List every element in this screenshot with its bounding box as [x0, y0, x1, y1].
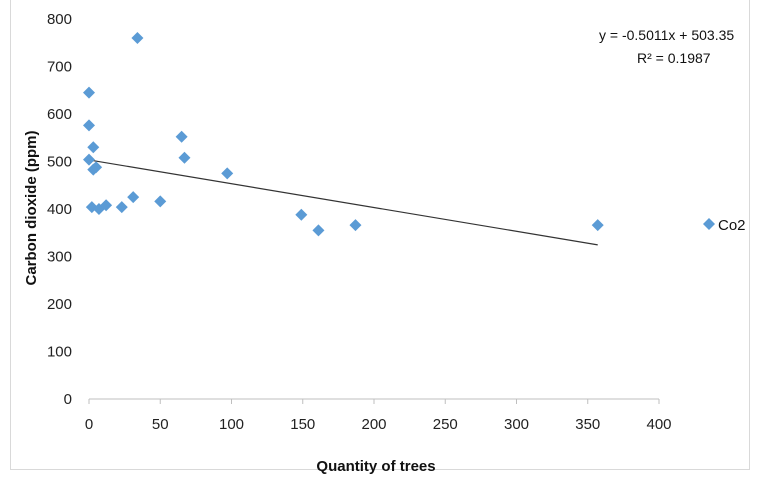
y-axis-title: Carbon dioxide (ppm)	[23, 131, 40, 286]
data-point	[349, 219, 362, 232]
y-tick-label: 200	[47, 296, 72, 313]
x-tick-label: 0	[85, 416, 93, 433]
y-tick-label: 500	[47, 154, 72, 171]
data-point	[131, 32, 144, 44]
data-point	[175, 130, 188, 143]
x-tick-label: 400	[646, 416, 671, 433]
data-points	[83, 32, 604, 237]
x-tick-label: 250	[433, 416, 458, 433]
data-point	[127, 191, 140, 204]
trendline	[88, 159, 598, 246]
x-axis-ticks: 0 50 100 150 200 250 300 350 400	[85, 399, 672, 433]
x-tick-label: 300	[504, 416, 529, 433]
x-axis-title: Quantity of trees	[316, 458, 435, 475]
trendline-equation: y = -0.5011x + 503.35	[599, 27, 734, 43]
x-tick-label: 150	[290, 416, 315, 433]
y-tick-label: 400	[47, 201, 72, 218]
r-squared-label: R² = 0.1987	[637, 50, 711, 66]
data-point	[87, 141, 100, 154]
chart-frame	[10, 0, 750, 470]
data-point	[83, 86, 95, 99]
data-point	[178, 151, 191, 164]
y-tick-label: 300	[47, 249, 72, 266]
data-point	[83, 153, 95, 166]
data-point	[115, 201, 128, 214]
y-tick-label: 700	[47, 59, 72, 76]
data-point	[90, 161, 103, 174]
data-point	[295, 208, 308, 221]
data-point	[100, 199, 113, 212]
data-point	[591, 219, 604, 232]
data-point	[154, 195, 167, 208]
legend-marker	[703, 218, 715, 230]
x-tick-label: 100	[219, 416, 244, 433]
legend-label: Co2	[718, 217, 746, 234]
data-point	[312, 224, 325, 237]
x-tick-label: 50	[152, 416, 169, 433]
y-axis-ticks: 0 100 200 300 400 500 600 700 800	[47, 11, 72, 408]
y-tick-label: 100	[47, 344, 72, 361]
data-point	[83, 119, 95, 132]
x-tick-label: 200	[361, 416, 386, 433]
y-tick-label: 0	[64, 391, 72, 408]
y-tick-label: 800	[47, 11, 72, 28]
data-point	[221, 167, 234, 180]
legend: Co2	[703, 217, 746, 234]
y-tick-label: 600	[47, 106, 72, 123]
x-tick-label: 350	[575, 416, 600, 433]
